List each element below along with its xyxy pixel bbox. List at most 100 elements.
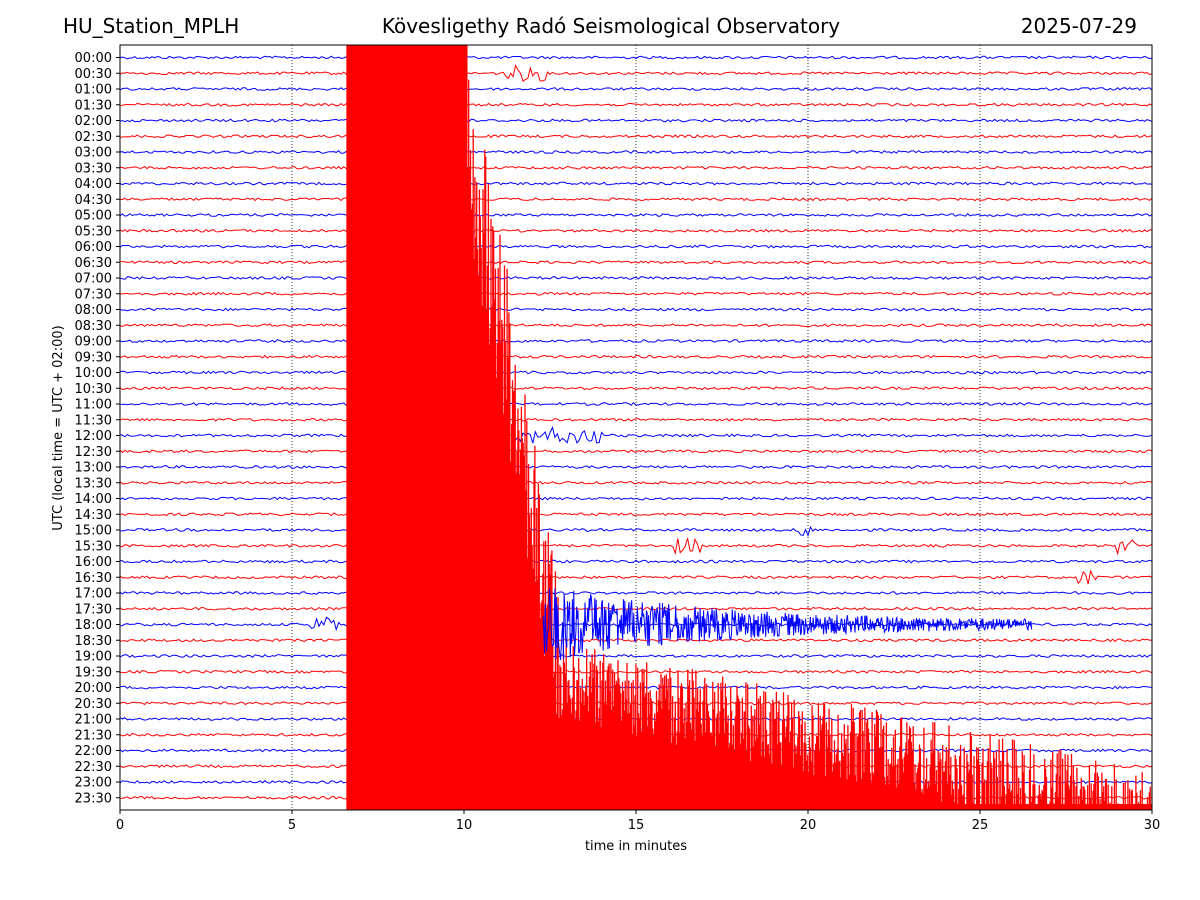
x-tick-label: 25 — [972, 818, 989, 833]
trace-15-30 — [120, 537, 1152, 556]
observatory-title: Kövesligethy Radó Seismological Observat… — [381, 14, 841, 38]
y-tick-label: 15:00 — [75, 524, 112, 539]
y-tick-label: 20:00 — [75, 681, 112, 696]
x-tick-label: 5 — [288, 818, 296, 833]
y-tick-label: 14:30 — [75, 508, 112, 523]
y-tick-label: 17:30 — [75, 602, 112, 617]
y-tick-label: 23:30 — [75, 791, 112, 806]
y-tick-label: 03:00 — [75, 146, 112, 161]
y-tick-label: 18:30 — [75, 634, 112, 649]
trace-14-30 — [120, 512, 1152, 517]
y-tick-label: 05:30 — [75, 224, 112, 239]
y-tick-label: 21:30 — [75, 728, 112, 743]
trace-00-30 — [120, 63, 1152, 82]
y-tick-label: 07:30 — [75, 287, 112, 302]
y-tick-label: 11:30 — [75, 413, 112, 428]
x-tick-label: 20 — [800, 818, 817, 833]
trace-06-30 — [120, 260, 1152, 265]
trace-11-30 — [120, 417, 1152, 422]
trace-09-30 — [120, 354, 1152, 359]
trace-18-30 — [120, 638, 1152, 643]
trace-00-00 — [120, 55, 1152, 60]
trace-10-00 — [120, 370, 1152, 375]
trace-05-30 — [120, 228, 1152, 233]
y-axis-label: UTC (local time = UTC + 02:00) — [51, 325, 66, 530]
y-tick-label: 07:00 — [75, 272, 112, 287]
y-tick-label: 01:00 — [75, 83, 112, 98]
y-tick-label: 21:00 — [75, 713, 112, 728]
y-tick-label: 05:00 — [75, 209, 112, 224]
y-tick-label: 00:30 — [75, 67, 112, 82]
trace-16-00 — [120, 559, 1152, 564]
trace-07-00 — [120, 276, 1152, 280]
y-tick-label: 09:30 — [75, 350, 112, 365]
trace-02-00 — [120, 118, 1152, 123]
y-tick-label: 19:00 — [75, 650, 112, 665]
y-tick-label: 19:30 — [75, 665, 112, 680]
x-tick-label: 0 — [116, 818, 124, 833]
y-tick-label: 10:00 — [75, 366, 112, 381]
trace-11-00 — [120, 401, 1152, 406]
trace-15-00 — [120, 525, 1152, 537]
y-tick-label: 13:00 — [75, 461, 112, 476]
date-title: 2025-07-29 — [1020, 14, 1137, 38]
x-tick-label: 10 — [456, 818, 473, 833]
y-tick-label: 12:00 — [75, 429, 112, 444]
x-tick-label: 15 — [628, 818, 645, 833]
x-tick-label: 30 — [1144, 818, 1161, 833]
trace-09-00 — [120, 339, 1152, 343]
earthquake-coda — [542, 588, 1033, 661]
trace-06-00 — [120, 244, 1152, 249]
trace-12-00 — [120, 426, 1152, 445]
trace-13-00 — [120, 465, 1152, 469]
trace-04-00 — [120, 181, 1152, 186]
y-tick-label: 06:00 — [75, 240, 112, 255]
y-tick-label: 15:30 — [75, 539, 112, 554]
y-tick-label: 04:00 — [75, 177, 112, 192]
trace-layer — [120, 45, 1152, 810]
y-tick-label: 00:00 — [75, 51, 112, 66]
y-tick-label: 06:30 — [75, 256, 112, 271]
x-axis-ticks: 0 5 10 15 20 25 30 — [116, 810, 1160, 833]
y-tick-label: 08:30 — [75, 319, 112, 334]
trace-07-30 — [120, 291, 1152, 296]
y-tick-label: 03:30 — [75, 161, 112, 176]
trace-16-30 — [120, 569, 1152, 585]
y-tick-label: 20:30 — [75, 697, 112, 712]
trace-04-30 — [120, 197, 1152, 202]
y-tick-label: 23:00 — [75, 776, 112, 791]
trace-02-30 — [120, 134, 1152, 139]
y-axis-ticks: 00:0000:3001:0001:3002:0002:3003:0003:30… — [75, 51, 120, 806]
trace-17-30 — [120, 606, 1152, 611]
y-tick-label: 01:30 — [75, 98, 112, 113]
y-tick-label: 09:00 — [75, 335, 112, 350]
y-tick-label: 13:30 — [75, 476, 112, 491]
trace-05-00 — [120, 213, 1152, 217]
trace-10-30 — [120, 386, 1152, 391]
trace-13-30 — [120, 480, 1152, 485]
trace-19-00 — [120, 654, 1152, 658]
y-tick-label: 02:30 — [75, 130, 112, 145]
y-tick-label: 17:00 — [75, 587, 112, 602]
y-tick-label: 14:00 — [75, 492, 112, 507]
y-tick-label: 22:00 — [75, 744, 112, 759]
trace-14-00 — [120, 496, 1152, 501]
trace-17-00 — [120, 591, 1152, 595]
y-tick-label: 11:00 — [75, 398, 112, 413]
earthquake-signal — [346, 45, 1152, 810]
y-tick-label: 10:30 — [75, 382, 112, 397]
y-tick-label: 18:00 — [75, 618, 112, 633]
trace-03-30 — [120, 165, 1152, 170]
station-title: HU_Station_MPLH — [63, 14, 240, 38]
trace-12-30 — [120, 449, 1152, 454]
trace-03-00 — [120, 150, 1152, 154]
trace-01-00 — [120, 87, 1152, 91]
trace-08-30 — [120, 323, 1152, 328]
y-tick-label: 22:30 — [75, 760, 112, 775]
y-tick-label: 02:00 — [75, 114, 112, 129]
y-tick-label: 08:00 — [75, 303, 112, 318]
trace-08-00 — [120, 307, 1152, 312]
y-tick-label: 16:30 — [75, 571, 112, 586]
x-axis-label: time in minutes — [585, 839, 687, 854]
